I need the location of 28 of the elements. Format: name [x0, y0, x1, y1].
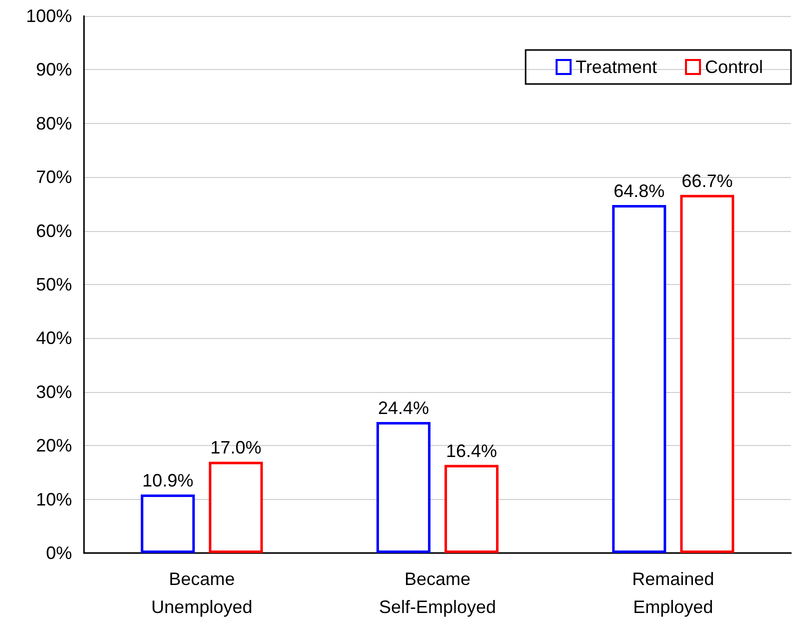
data-label: 24.4% [378, 398, 430, 418]
bar [376, 422, 430, 553]
y-tick-label: 100% [26, 6, 72, 26]
y-tick-label: 60% [36, 220, 72, 241]
bar [612, 205, 666, 553]
data-label: 66.7% [682, 170, 733, 191]
bar [208, 462, 263, 553]
x-tick-label: Became Self-Employed [378, 569, 496, 617]
y-tick-label: 50% [36, 274, 72, 294]
y-tick-label: 80% [36, 113, 72, 134]
data-label: 16.4% [446, 440, 498, 461]
data-label: 64.8% [614, 181, 665, 202]
y-tick-label: 40% [36, 328, 72, 348]
y-tick-label: 70% [36, 167, 72, 188]
y-tick-label: 90% [36, 60, 72, 80]
data-label: 17.0% [210, 438, 262, 458]
bar [444, 464, 499, 553]
legend-label: Control [704, 57, 764, 77]
x-tick-label: Remained Employed [632, 569, 714, 617]
data-label: 10.9% [142, 470, 194, 490]
bar [140, 494, 195, 553]
y-tick-label: 10% [36, 489, 72, 510]
y-tick-label: 30% [36, 382, 72, 402]
y-tick-label: 0% [46, 543, 72, 563]
legend-label: Treatment [576, 57, 657, 77]
x-tick-label: Became Unemployed [151, 569, 252, 617]
y-tick-label: 20% [36, 436, 72, 456]
bar [680, 194, 734, 553]
